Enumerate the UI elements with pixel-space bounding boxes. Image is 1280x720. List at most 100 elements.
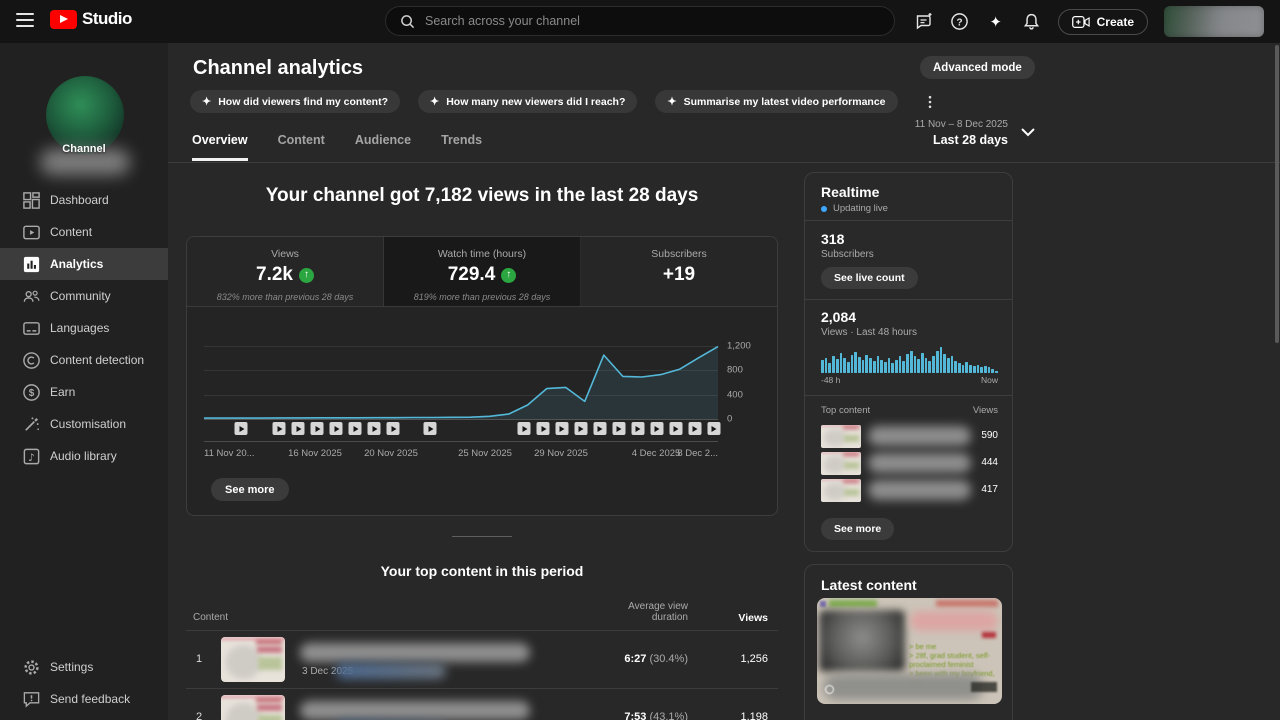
divider: [805, 395, 1012, 396]
metric-card-subscribers[interactable]: Subscribers +19: [581, 237, 777, 306]
suggestion-chip-2[interactable]: ✦ How many new viewers did I reach?: [418, 90, 638, 113]
sidebar-item-earn[interactable]: $ Earn: [0, 376, 168, 408]
video-published-marker-icon[interactable]: [367, 422, 381, 435]
video-published-marker-icon[interactable]: [310, 422, 324, 435]
x-axis-tick: 11 Nov 20...: [204, 448, 255, 459]
top-content-table: Content Average view duration Views 1 3 …: [186, 583, 778, 720]
video-title-blurred: [868, 426, 971, 446]
youtube-play-icon: [50, 9, 77, 29]
dashboard-icon: [22, 191, 41, 210]
suggestion-chip-1[interactable]: ✦ How did viewers find my content?: [190, 90, 400, 113]
video-published-marker-icon[interactable]: [386, 422, 400, 435]
video-published-marker-icon[interactable]: [329, 422, 343, 435]
realtime-top-content-row[interactable]: 590: [821, 423, 998, 450]
tabs-divider: [168, 162, 1280, 163]
realtime-see-more-button[interactable]: See more: [821, 518, 895, 540]
realtime-48h-bar-chart: [821, 345, 998, 373]
video-published-marker-icon[interactable]: [650, 422, 664, 435]
more-options-icon[interactable]: [921, 93, 939, 111]
video-published-marker-icon[interactable]: [707, 422, 721, 435]
metric-card-views[interactable]: Views 7.2k ↑ 832% more than previous 28 d…: [187, 237, 384, 306]
video-published-marker-icon[interactable]: [688, 422, 702, 435]
tab-overview[interactable]: Overview: [192, 133, 248, 161]
video-thumbnail-blurred: [821, 425, 861, 448]
page-scrollbar[interactable]: [1275, 45, 1279, 343]
realtime-top-content-row[interactable]: 417: [821, 477, 998, 504]
table-row[interactable]: 2 7:53 (43.1%) 1,198: [186, 689, 778, 720]
video-published-marker-icon[interactable]: [536, 422, 550, 435]
metric-card-watch-time-hours[interactable]: Watch time (hours) 729.4 ↑ 819% more than…: [384, 237, 581, 306]
video-published-marker-icon[interactable]: [612, 422, 626, 435]
sidebar-item-dashboard[interactable]: Dashboard: [0, 184, 168, 216]
topbar: Studio ? ✦ Create: [0, 0, 1280, 43]
community-icon: [22, 287, 41, 306]
sidebar-item-community[interactable]: Community: [0, 280, 168, 312]
comments-icon[interactable]: [914, 12, 934, 32]
notifications-bell-icon[interactable]: [1022, 12, 1042, 32]
realtime-title: Realtime: [821, 184, 880, 200]
video-published-marker-icon[interactable]: [291, 422, 305, 435]
latest-video-thumbnail[interactable]: > be me > 28f, grad student, self-proclai…: [817, 598, 1002, 704]
help-icon[interactable]: ?: [950, 12, 970, 32]
sidebar-item-settings[interactable]: Settings: [0, 651, 168, 683]
languages-icon: [22, 319, 41, 338]
sidebar-item-content-detection[interactable]: Content detection: [0, 344, 168, 376]
tab-audience[interactable]: Audience: [355, 133, 411, 161]
live-dot-icon: [821, 205, 827, 212]
video-published-marker-icon[interactable]: [234, 422, 248, 435]
tab-content[interactable]: Content: [278, 133, 325, 161]
video-title-blurred: [868, 453, 971, 473]
advanced-mode-button[interactable]: Advanced mode: [920, 56, 1035, 79]
see-live-count-button[interactable]: See live count: [821, 267, 918, 289]
date-range-text: 11 Nov – 8 Dec 2025: [914, 119, 1008, 130]
channel-avatar[interactable]: [46, 76, 124, 154]
sidebar-item-label: Dashboard: [50, 193, 109, 207]
main-content: Channel analytics Advanced mode ✦ How did…: [168, 43, 1280, 720]
sidebar-item-customisation[interactable]: Customisation: [0, 408, 168, 440]
analytics-icon: [22, 255, 41, 274]
date-range-picker[interactable]: 11 Nov – 8 Dec 2025 Last 28 days: [828, 119, 1008, 147]
video-published-marker-icon[interactable]: [631, 422, 645, 435]
sidebar: Channel Dashboard Content Analytics Communi…: [0, 43, 168, 720]
sidebar-item-languages[interactable]: Languages: [0, 312, 168, 344]
video-published-marker-icon[interactable]: [574, 422, 588, 435]
search-bar[interactable]: [385, 6, 895, 36]
thumbnail-red-text-blur: [982, 632, 996, 638]
tab-trends[interactable]: Trends: [441, 133, 482, 161]
video-published-marker-icon[interactable]: [348, 422, 362, 435]
video-published-marker-icon[interactable]: [593, 422, 607, 435]
video-thumbnail-blurred: [821, 452, 861, 475]
search-input[interactable]: [425, 14, 880, 28]
youtube-studio-logo[interactable]: Studio: [50, 9, 132, 29]
sidebar-item-label: Analytics: [50, 257, 104, 271]
sidebar-footer: Settings Send feedback: [0, 651, 168, 715]
gridline: [204, 394, 718, 396]
menu-icon[interactable]: [16, 13, 34, 27]
realtime-top-content-row[interactable]: 444: [821, 450, 998, 477]
trend-up-icon: ↑: [501, 267, 517, 283]
x-axis-tick: 20 Nov 2025: [364, 448, 418, 459]
chevron-down-icon[interactable]: [1020, 127, 1036, 137]
sidebar-item-analytics[interactable]: Analytics: [0, 248, 168, 280]
video-published-marker-icon[interactable]: [669, 422, 683, 435]
sparkle-icon[interactable]: ✦: [989, 13, 1002, 31]
chart-see-more-button[interactable]: See more: [211, 478, 289, 501]
video-published-marker-icon[interactable]: [423, 422, 437, 435]
video-published-marker-icon[interactable]: [272, 422, 286, 435]
account-menu-avatar[interactable]: [1164, 6, 1264, 37]
views-line-chart: 1,200 800 400 0 11 Nov 20... 16 Nov 2025 20 N…: [187, 307, 777, 515]
suggestion-chip-3[interactable]: ✦ Summarise my latest video performance: [655, 90, 898, 113]
video-published-marker-icon[interactable]: [555, 422, 569, 435]
x-axis-tick: 16 Nov 2025: [288, 448, 342, 459]
table-row[interactable]: 1 3 Dec 2025 6:27 (30.4%) 1,256: [186, 631, 778, 688]
create-button[interactable]: Create: [1057, 8, 1148, 35]
sidebar-item-label: Send feedback: [50, 692, 131, 706]
sidebar-item-audio-library[interactable]: ♪ Audio library: [0, 440, 168, 472]
sparkle-icon: ✦: [430, 96, 440, 108]
sidebar-item-send-feedback[interactable]: Send feedback: [0, 683, 168, 715]
sidebar-item-label: Audio library: [50, 449, 117, 463]
sidebar-item-label: Languages: [50, 321, 110, 335]
video-published-marker-icon[interactable]: [517, 422, 531, 435]
sidebar-item-content[interactable]: Content: [0, 216, 168, 248]
x-axis-tick: 8 Dec 2...: [677, 448, 718, 459]
